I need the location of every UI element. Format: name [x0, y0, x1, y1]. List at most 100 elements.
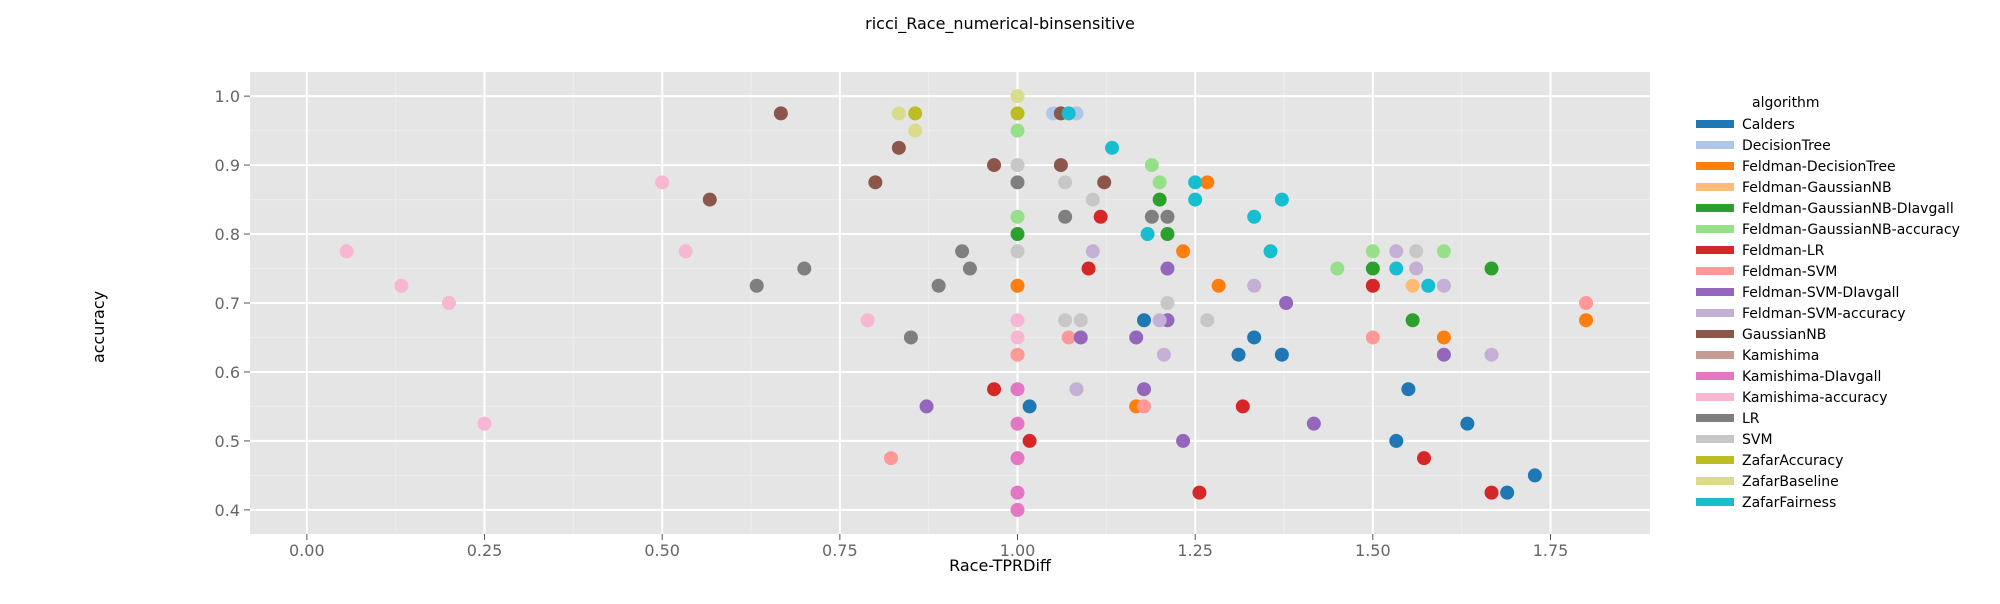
- data-point: [1176, 433, 1191, 448]
- legend-item: ZafarBaseline: [1696, 474, 1839, 490]
- data-point: [1152, 192, 1167, 207]
- legend-item: ZafarFairness: [1696, 495, 1836, 511]
- x-tick-label: 0.75: [822, 541, 858, 560]
- legend-label: ZafarBaseline: [1742, 474, 1839, 490]
- legend-swatch: [1696, 204, 1734, 212]
- data-point: [1405, 278, 1420, 293]
- data-point: [1484, 485, 1499, 500]
- data-point: [1409, 261, 1424, 276]
- data-point: [1022, 399, 1037, 414]
- data-point: [987, 382, 1002, 397]
- data-point: [1247, 209, 1262, 224]
- legend-swatch: [1696, 120, 1734, 128]
- legend-item: DecisionTree: [1696, 138, 1831, 154]
- legend-label: Kamishima-accuracy: [1742, 390, 1888, 406]
- data-point: [1389, 244, 1404, 259]
- x-tick-label: 1.50: [1355, 541, 1391, 560]
- data-point: [1365, 330, 1380, 345]
- legend-label: Kamishima-DIavgall: [1742, 369, 1881, 385]
- x-axis-title: Race-TPRDiff: [949, 556, 1052, 575]
- data-point: [1152, 313, 1167, 328]
- data-point: [1417, 451, 1432, 466]
- legend-label: SVM: [1742, 432, 1773, 448]
- data-point: [1058, 175, 1073, 190]
- data-point: [931, 278, 946, 293]
- x-tick-label: 1.25: [1177, 541, 1213, 560]
- data-point: [1010, 123, 1025, 138]
- data-point: [1010, 158, 1025, 173]
- legend-swatch: [1696, 246, 1734, 254]
- data-point: [1010, 209, 1025, 224]
- series-kamishima-accuracy: [339, 175, 1025, 431]
- data-point: [891, 106, 906, 121]
- series-kamishima-diavgall: [1010, 382, 1025, 517]
- data-point: [1093, 209, 1108, 224]
- legend-swatch: [1696, 267, 1734, 275]
- legend-item: Feldman-SVM-DIavgall: [1696, 285, 1899, 301]
- data-point: [1365, 244, 1380, 259]
- data-point: [1010, 485, 1025, 500]
- legend-swatch: [1696, 309, 1734, 317]
- legend-swatch: [1696, 414, 1734, 422]
- legend-label: Kamishima: [1742, 348, 1819, 364]
- data-point: [655, 175, 670, 190]
- data-point: [1211, 278, 1226, 293]
- data-point: [1053, 158, 1068, 173]
- legend-swatch: [1696, 330, 1734, 338]
- series-feldman-svm-accuracy: [1069, 244, 1499, 397]
- legend-label: Calders: [1742, 117, 1795, 133]
- data-point: [1365, 261, 1380, 276]
- legend-item: ZafarAccuracy: [1696, 453, 1843, 469]
- data-point: [1200, 313, 1215, 328]
- axis-ticks: 0.00 0.25 0.50 0.75 1.00 1.25 1.50 1.75 0.4 0.5 0.…: [215, 87, 1569, 560]
- x-tick-label: 0.25: [467, 541, 503, 560]
- data-point: [1160, 209, 1175, 224]
- data-point: [1500, 485, 1515, 500]
- data-point: [1460, 416, 1475, 431]
- data-point: [702, 192, 717, 207]
- legend-item: Kamishima-accuracy: [1696, 390, 1888, 406]
- data-point: [773, 106, 788, 121]
- data-point: [1144, 209, 1159, 224]
- y-axis-title: accuracy: [89, 291, 108, 363]
- data-point: [1436, 278, 1451, 293]
- data-point: [1579, 313, 1594, 328]
- data-point: [1137, 313, 1152, 328]
- data-point: [1389, 261, 1404, 276]
- series-feldman-gaussiannb-accuracy: [1010, 123, 1451, 276]
- series-zafaraccuracy: [908, 106, 1025, 121]
- data-point: [1247, 330, 1262, 345]
- data-point: [1188, 175, 1203, 190]
- data-point: [1137, 382, 1152, 397]
- legend-swatch: [1696, 477, 1734, 485]
- data-point: [1105, 140, 1120, 155]
- legend-item: Feldman-DecisionTree: [1696, 159, 1896, 175]
- series-zafarfairness: [1061, 106, 1436, 293]
- data-point: [962, 261, 977, 276]
- data-point: [1022, 433, 1037, 448]
- data-point: [1365, 278, 1380, 293]
- x-tick-label: 0.00: [289, 541, 325, 560]
- data-point: [394, 278, 409, 293]
- data-point: [1152, 175, 1167, 190]
- legend-item: Feldman-GaussianNB-DIavgall: [1696, 201, 1954, 217]
- series-lr: [749, 175, 1175, 345]
- y-tick-label: 0.7: [215, 294, 240, 313]
- data-point: [1058, 209, 1073, 224]
- legend-label: ZafarAccuracy: [1742, 453, 1843, 469]
- data-point: [1436, 330, 1451, 345]
- y-tick-label: 0.6: [215, 363, 240, 382]
- data-point: [1279, 296, 1294, 310]
- x-tick-label: 1.75: [1533, 541, 1569, 560]
- data-point: [908, 106, 923, 121]
- series-feldman-gaussiannb: [1405, 278, 1420, 293]
- data-point: [1192, 485, 1207, 500]
- data-point: [797, 261, 812, 276]
- data-point: [1274, 347, 1289, 362]
- data-point: [1401, 382, 1416, 397]
- data-point: [1231, 347, 1246, 362]
- data-point: [1010, 244, 1025, 259]
- data-point: [891, 140, 906, 155]
- data-point: [1409, 244, 1424, 259]
- data-point: [1010, 89, 1025, 104]
